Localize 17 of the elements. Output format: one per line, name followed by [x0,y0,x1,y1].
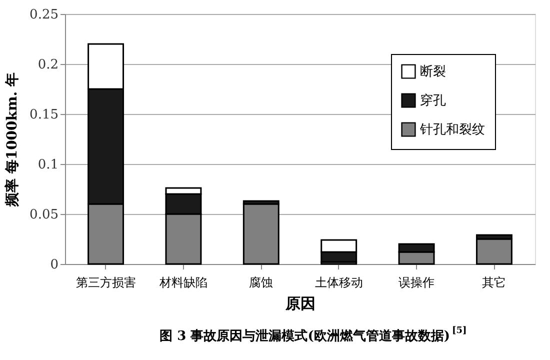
y-tick-label: 0.2 [38,58,58,72]
x-tick-label: 误操作 [398,276,435,290]
x-tick-label: 腐蚀 [249,276,274,290]
legend-label: 穿孔 [420,94,446,108]
x-axis-title: 原因 [284,294,316,312]
y-tick-label: 0 [50,258,58,272]
y-axis-title: 频率 每1000km. 年 [4,72,21,208]
x-tick-label: 第三方损害 [76,276,136,290]
x-tick-label: 其它 [482,276,506,290]
y-tick-label: 0.05 [30,208,58,222]
legend-label: 针孔和裂纹 [419,122,485,138]
y-tick-label: 0.1 [38,158,58,172]
y-tick-label: 0.25 [30,8,58,22]
x-tick-label: 土体移动 [314,276,363,290]
x-tick-label: 材料缺陷 [158,276,208,290]
y-tick-label: 0.15 [30,108,58,122]
legend-label: 断裂 [420,64,446,80]
